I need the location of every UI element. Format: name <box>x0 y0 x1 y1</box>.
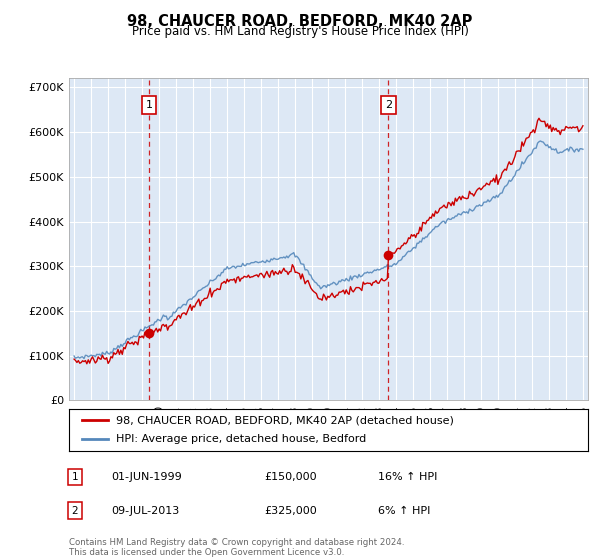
Text: £150,000: £150,000 <box>264 472 317 482</box>
Text: 98, CHAUCER ROAD, BEDFORD, MK40 2AP: 98, CHAUCER ROAD, BEDFORD, MK40 2AP <box>127 14 473 29</box>
Text: HPI: Average price, detached house, Bedford: HPI: Average price, detached house, Bedf… <box>116 435 366 445</box>
Text: Price paid vs. HM Land Registry's House Price Index (HPI): Price paid vs. HM Land Registry's House … <box>131 25 469 38</box>
Text: 6% ↑ HPI: 6% ↑ HPI <box>378 506 430 516</box>
Text: £325,000: £325,000 <box>264 506 317 516</box>
Text: 2: 2 <box>385 100 392 110</box>
Text: 1: 1 <box>146 100 152 110</box>
Text: 98, CHAUCER ROAD, BEDFORD, MK40 2AP (detached house): 98, CHAUCER ROAD, BEDFORD, MK40 2AP (det… <box>116 415 454 425</box>
Text: Contains HM Land Registry data © Crown copyright and database right 2024.
This d: Contains HM Land Registry data © Crown c… <box>69 538 404 557</box>
Text: 09-JUL-2013: 09-JUL-2013 <box>111 506 179 516</box>
Text: 01-JUN-1999: 01-JUN-1999 <box>111 472 182 482</box>
Text: 1: 1 <box>71 472 79 482</box>
Text: 16% ↑ HPI: 16% ↑ HPI <box>378 472 437 482</box>
Text: 2: 2 <box>71 506 79 516</box>
